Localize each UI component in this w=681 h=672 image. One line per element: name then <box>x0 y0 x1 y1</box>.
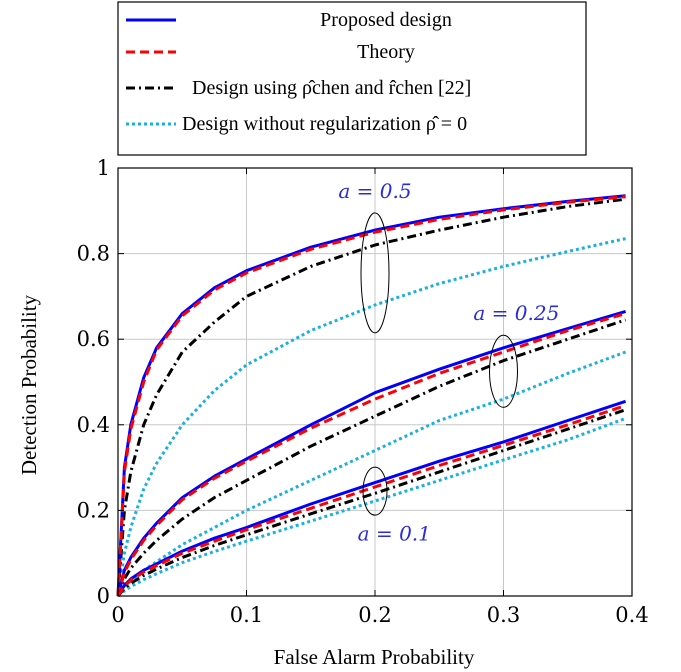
legend-label-proposed: Proposed design <box>320 9 452 31</box>
series-line-a025-dashed <box>116 312 627 597</box>
y-tick-label: 0.8 <box>77 242 110 266</box>
y-tick-label: 1 <box>97 156 110 180</box>
group-ellipse-a05 <box>360 212 390 334</box>
group-ellipse-a01 <box>362 466 388 516</box>
group-ellipse-a025 <box>489 334 518 408</box>
series-line-a05-solid <box>116 194 626 597</box>
x-tick-label: 0.2 <box>358 603 391 627</box>
legend-label-noreg: Design without regularization ρ̂ = 0 <box>182 113 467 135</box>
annotation-label: a = 0.25 <box>473 301 559 325</box>
series-line-a025-dashdot <box>116 318 627 597</box>
plot-area: a = 0.5 a = 0.25 a = 0.1 0 0.1 0.2 0.3 0.4 0 0.2 0… <box>77 156 649 627</box>
annotation-label: a = 0.1 <box>358 521 431 545</box>
y-tick-label: 0.4 <box>77 413 110 437</box>
y-axis-label: Detection Probability <box>17 294 41 475</box>
x-axis-label: False Alarm Probability <box>274 645 475 669</box>
series-line-a01-dashed <box>116 404 627 597</box>
legend-box <box>117 1 587 156</box>
series-line-a05-dashed <box>116 195 626 597</box>
x-tick-label: 0.1 <box>230 603 263 627</box>
series-line-a05-dashdot <box>116 197 626 597</box>
x-tick-label: 0.3 <box>487 603 520 627</box>
x-tick-label: 0 <box>111 603 124 627</box>
series-line-a01-dotted <box>117 416 627 598</box>
x-tick-label: 0.4 <box>615 603 648 627</box>
y-tick-label: 0.6 <box>77 327 110 351</box>
series-line-a01-dashdot <box>116 408 627 597</box>
y-tick-label: 0.2 <box>77 498 110 522</box>
series-line-a05-dotted <box>116 237 626 597</box>
series-line-a025-solid <box>116 309 627 597</box>
series-line-a01-solid <box>116 399 627 597</box>
annotation-label: a = 0.5 <box>338 179 411 203</box>
legend-label-theory: Theory <box>357 41 415 63</box>
legend-label-chen: Design using ρ̂chen and r̂chen [22] <box>192 77 471 99</box>
y-tick-label: 0 <box>97 584 110 608</box>
legend: Proposed design Theory Design using ρ̂ch… <box>117 1 587 156</box>
